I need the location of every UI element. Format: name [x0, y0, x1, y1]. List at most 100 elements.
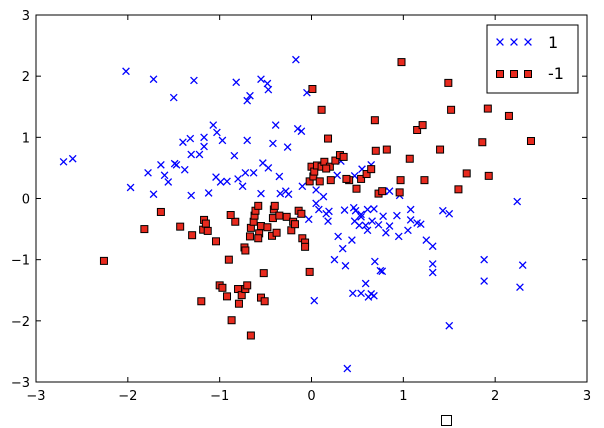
- data-point-series-1: [416, 220, 425, 229]
- data-point-series-1: [157, 160, 165, 169]
- data-point-series-1: [518, 261, 527, 270]
- data-point-series-2: [462, 169, 471, 178]
- data-point-series-1: [357, 210, 365, 219]
- y-tick-label: 2: [22, 70, 30, 85]
- data-point-series-2: [396, 176, 405, 185]
- data-point-series-1: [513, 197, 522, 206]
- data-point-series-1: [238, 182, 247, 191]
- data-point-series-2: [367, 165, 376, 174]
- x-tick-label: 3: [583, 389, 591, 404]
- data-point-series-2: [203, 226, 212, 235]
- data-point-series-1: [370, 291, 378, 300]
- data-point-series-2: [324, 134, 333, 143]
- data-point-series-1: [293, 124, 302, 133]
- data-point-series-2: [315, 177, 324, 186]
- data-point-series-1: [312, 186, 320, 194]
- legend-box: [486, 24, 579, 94]
- data-point-series-2: [231, 217, 240, 226]
- data-point-series-1: [438, 206, 447, 215]
- data-point-series-2: [263, 223, 272, 232]
- data-point-series-1: [144, 168, 152, 177]
- data-point-series-1: [406, 205, 415, 214]
- legend-label-series-1: 1: [548, 33, 558, 52]
- data-point-series-2: [405, 154, 414, 163]
- data-point-series-2: [243, 281, 252, 290]
- legend-square-marker: [510, 70, 518, 78]
- data-point-series-2: [246, 331, 255, 340]
- data-point-series-1: [374, 220, 383, 229]
- data-point-series-2: [342, 174, 351, 183]
- data-point-series-1: [370, 205, 378, 213]
- data-point-series-1: [249, 168, 258, 177]
- data-point-series-1: [516, 283, 524, 292]
- data-point-series-1: [170, 159, 179, 168]
- data-point-series-1: [298, 182, 307, 191]
- data-point-series-2: [224, 255, 233, 264]
- y-tick-label: 3: [22, 9, 30, 24]
- data-point-series-1: [218, 136, 227, 145]
- y-tick-label: −2: [11, 315, 30, 330]
- data-point-series-2: [227, 316, 236, 325]
- legend-label-series-2: -1: [548, 64, 564, 83]
- data-point-series-2: [418, 121, 427, 130]
- data-point-series-1: [382, 228, 390, 237]
- data-point-series-2: [504, 111, 513, 120]
- data-point-series-1: [126, 183, 135, 192]
- data-point-series-1: [243, 136, 252, 145]
- data-point-series-2: [297, 209, 306, 218]
- data-point-series-2: [413, 125, 422, 134]
- data-point-series-1: [319, 192, 328, 201]
- data-point-series-1: [243, 96, 252, 105]
- checkbox-icon: [441, 415, 452, 426]
- data-point-series-1: [59, 157, 68, 166]
- data-point-series-2: [447, 105, 456, 114]
- data-point-series-2: [211, 237, 220, 246]
- data-point-series-2: [317, 105, 326, 114]
- legend-x-marker: [524, 38, 532, 46]
- data-point-series-1: [338, 244, 347, 253]
- data-point-series-1: [122, 67, 130, 76]
- data-point-series-2: [352, 184, 361, 193]
- data-point-series-2: [140, 225, 149, 234]
- data-point-series-2: [326, 176, 335, 185]
- data-point-series-2: [308, 85, 317, 94]
- data-point-series-2: [382, 145, 391, 154]
- data-point-series-1: [187, 191, 196, 200]
- plot-frame: [35, 14, 588, 383]
- data-point-series-1: [190, 76, 198, 85]
- ticks-layer: −3 −2 −1 0 1 2 3 3 2 1 0 −1 −2 −3: [11, 9, 591, 404]
- data-point-series-1: [404, 226, 412, 235]
- data-point-series-1: [68, 154, 77, 163]
- y-tick-label: 0: [22, 193, 30, 208]
- data-point-series-2: [176, 222, 185, 231]
- data-point-series-1: [348, 236, 356, 244]
- data-point-series-1: [378, 267, 387, 276]
- data-point-series-1: [271, 121, 280, 129]
- x-tick-label: −1: [210, 389, 229, 404]
- data-point-series-1: [276, 189, 285, 198]
- data-point-series-2: [254, 201, 263, 210]
- data-point-series-2: [362, 170, 371, 179]
- data-point-series-1: [310, 296, 319, 305]
- data-point-series-2: [156, 207, 165, 216]
- data-point-series-1: [406, 216, 415, 224]
- x-tick-label: 1: [399, 389, 407, 404]
- data-point-series-1: [343, 364, 352, 373]
- data-point-series-2: [395, 188, 404, 197]
- data-point-series-1: [213, 128, 221, 137]
- legend-x-marker: [496, 38, 504, 46]
- data-point-series-1: [164, 178, 173, 186]
- data-point-series-1: [355, 221, 364, 230]
- data-point-series-2: [484, 171, 493, 180]
- data-point-series-1: [180, 165, 189, 174]
- data-point-series-1: [204, 189, 213, 197]
- x-tick-label: 0: [307, 389, 315, 404]
- legend-square-marker: [496, 70, 504, 78]
- data-point-series-1: [169, 93, 178, 102]
- data-point-series-1: [325, 207, 333, 216]
- data-point-series-2: [483, 104, 492, 113]
- data-point-series-2: [275, 211, 284, 220]
- data-point-series-1: [246, 91, 254, 100]
- data-point-series-1: [361, 221, 370, 230]
- data-point-series-1: [264, 164, 273, 172]
